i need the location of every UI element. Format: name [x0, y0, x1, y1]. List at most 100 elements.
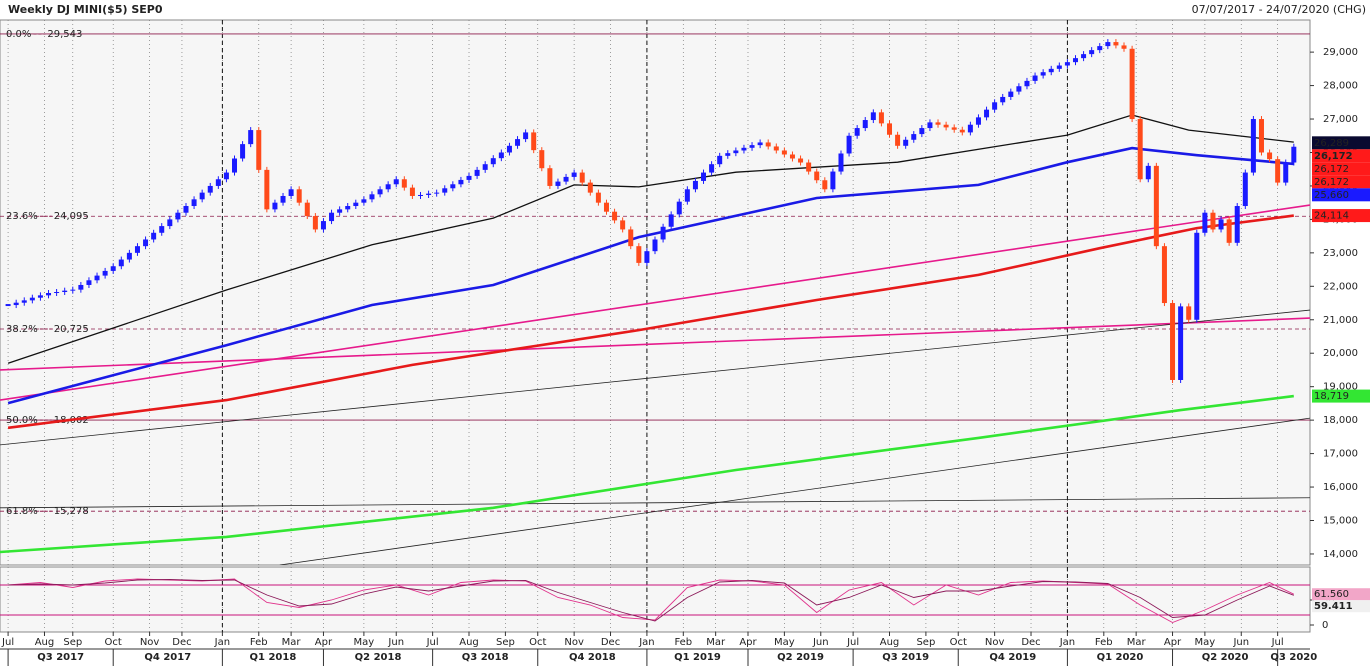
candle: [612, 211, 618, 221]
x-tick-label: Apr: [1164, 637, 1182, 648]
candle: [798, 158, 804, 163]
chart-subtitle: 07/07/2017 - 24/07/2020 (CHG): [1192, 3, 1366, 16]
candle: [5, 304, 11, 307]
stoch-line: [8, 579, 1294, 622]
y-tick-label: 19,000: [1323, 382, 1358, 393]
candle: [660, 226, 666, 240]
quarter-label: Q1 2019: [674, 652, 721, 663]
candle: [1161, 246, 1167, 304]
candle: [547, 168, 553, 186]
moving-average: [7, 114, 1294, 364]
stochastic-plot: [0, 567, 1310, 632]
moving-average: [7, 146, 1294, 405]
price-tag-label: 26,172: [1314, 164, 1349, 175]
candle: [353, 202, 359, 207]
candle: [571, 172, 577, 177]
quarter-label: Q1 2020: [1097, 652, 1144, 663]
moving-average: [7, 214, 1294, 430]
candle: [320, 221, 326, 230]
candle: [29, 297, 35, 301]
candle: [1275, 159, 1281, 183]
stochastic-panel: [0, 566, 1311, 633]
x-tick-label: Aug: [459, 637, 479, 648]
price-tag: [1312, 188, 1370, 202]
y-tick-label: 21,000: [1323, 315, 1358, 326]
x-tick-label: May: [774, 637, 795, 648]
quarter-label: Q3 2020: [1270, 652, 1317, 663]
candle: [288, 189, 294, 196]
candle: [652, 239, 658, 252]
candle: [709, 164, 715, 173]
price-tag-label: 24,114: [1314, 211, 1349, 222]
candle: [789, 154, 795, 159]
candle: [1072, 58, 1078, 63]
candle: [806, 162, 812, 172]
candle: [531, 132, 537, 151]
candle: [515, 139, 521, 146]
price-tag: [1312, 149, 1370, 163]
x-tick-label: Nov: [140, 637, 160, 648]
x-tick-label: Jan: [214, 637, 230, 648]
fib-value: 29,543: [47, 29, 82, 40]
x-tick-label: Nov: [564, 637, 584, 648]
candle: [1024, 80, 1030, 87]
candle: [692, 180, 698, 190]
candle: [240, 144, 246, 159]
candle: [636, 246, 642, 263]
y-tick-label: 23,000: [1323, 248, 1358, 259]
candle: [862, 120, 868, 129]
candle: [725, 153, 731, 156]
y-tick-label: 20,000: [1323, 348, 1358, 359]
chart-title: Weekly DJ MINI($5) SEP0: [8, 3, 163, 16]
price-tag: [1312, 209, 1370, 223]
y-tick-label: 16,000: [1323, 482, 1358, 493]
candle: [272, 202, 278, 210]
x-tick-label: Jun: [812, 637, 829, 648]
candle: [1267, 152, 1273, 160]
candle: [329, 212, 335, 222]
candle: [312, 216, 318, 230]
trend-line: [0, 309, 1310, 446]
x-tick-label: Sep: [496, 637, 515, 648]
candle: [46, 293, 52, 296]
price-tag-label: 26,289: [1314, 138, 1349, 149]
candle: [603, 202, 609, 212]
candle: [417, 194, 423, 196]
candle: [409, 187, 415, 196]
candle: [175, 212, 181, 220]
candle: [54, 291, 60, 294]
candle: [401, 179, 407, 188]
candle: [1040, 72, 1046, 76]
candle: [579, 172, 585, 183]
candle: [215, 179, 221, 186]
x-tick-label: Jan: [1059, 637, 1075, 648]
candle: [644, 251, 650, 263]
candle: [903, 139, 909, 146]
candle: [943, 124, 949, 128]
stoch-tag: [1312, 600, 1370, 613]
candle: [1081, 54, 1087, 59]
candle: [854, 128, 860, 136]
candle: [296, 189, 302, 203]
candle: [393, 179, 399, 185]
candle: [37, 295, 43, 298]
candle: [1153, 165, 1159, 247]
candle: [498, 152, 504, 159]
candle: [159, 226, 165, 233]
candle: [482, 164, 488, 170]
candle: [223, 172, 229, 180]
candle: [78, 284, 84, 290]
stoch-tag-label: 61.560: [1314, 589, 1349, 600]
candle: [506, 145, 512, 153]
candle: [361, 199, 367, 203]
candle: [450, 184, 456, 189]
x-tick-label: Feb: [250, 637, 268, 648]
candle: [490, 158, 496, 165]
fib-pct: 38.2%: [6, 324, 38, 335]
x-tick-label: Jul: [1, 637, 14, 648]
candle: [1121, 45, 1127, 49]
quarter-label: Q2 2018: [355, 652, 402, 663]
x-tick-label: Sep: [916, 637, 935, 648]
candle: [304, 202, 310, 217]
